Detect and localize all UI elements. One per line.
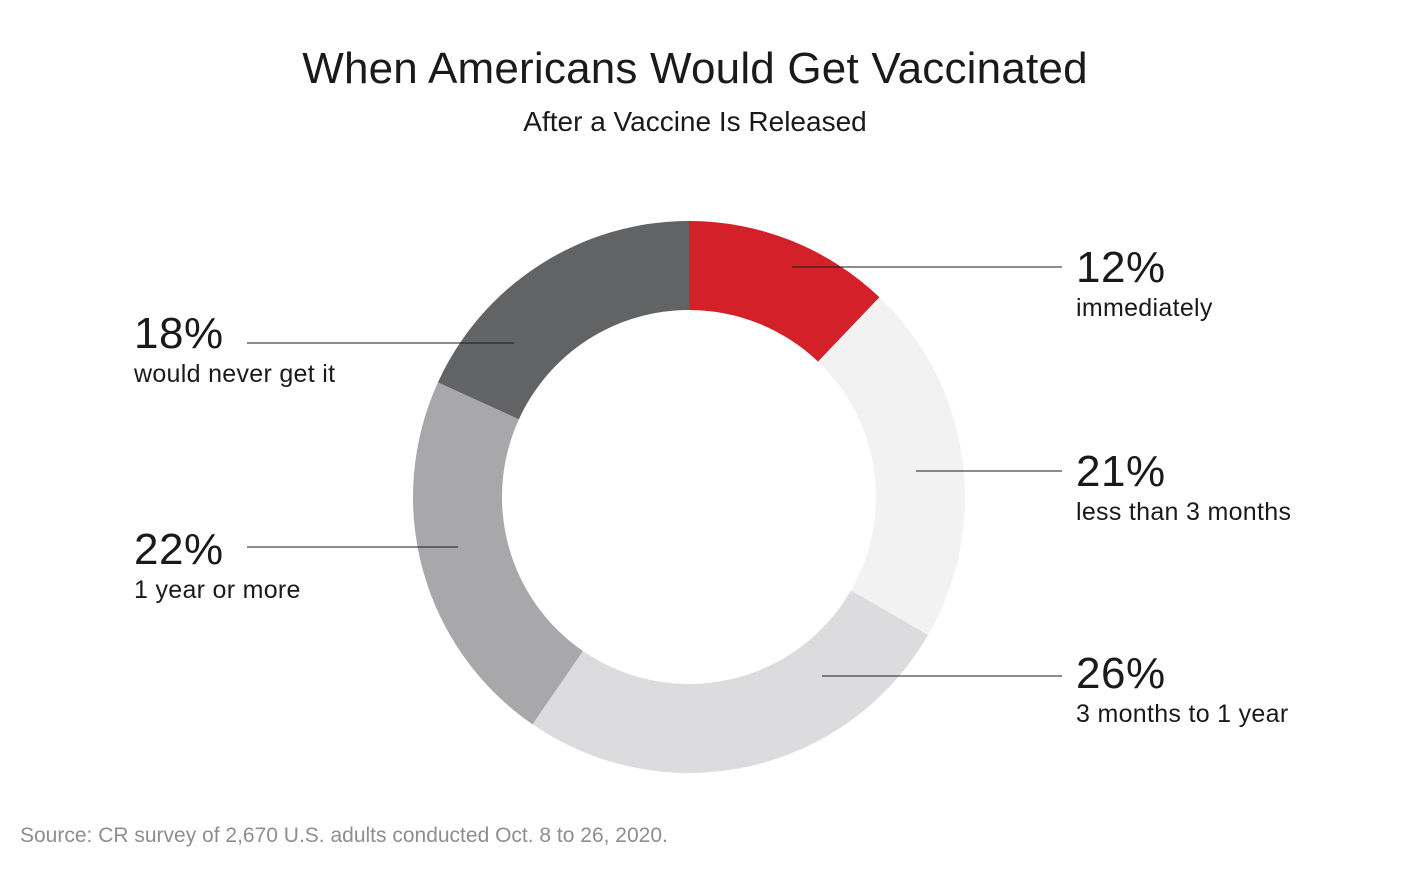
label-3-months-to-1-year: 26% 3 months to 1 year — [1076, 650, 1288, 730]
source-note: Source: CR survey of 2,670 U.S. adults c… — [20, 824, 668, 847]
label-immediately: 12% immediately — [1076, 244, 1213, 324]
leader-lines — [247, 266, 1062, 677]
value-label: 22% — [134, 525, 224, 574]
category-label: 3 months to 1 year — [1076, 700, 1289, 728]
category-label: would never get it — [134, 360, 336, 388]
value-label: 21% — [1076, 447, 1166, 496]
category-label: less than 3 months — [1076, 498, 1292, 526]
label-1-year-or-more: 22% 1 year or more — [134, 526, 301, 606]
donut-slice-1-year-or-more — [413, 382, 583, 725]
category-label: immediately — [1076, 294, 1213, 322]
donut-slice-immediately — [689, 221, 880, 362]
donut-slice-would-never-get-it — [437, 221, 689, 420]
value-label: 12% — [1076, 243, 1166, 292]
label-would-never-get-it: 18% would never get it — [134, 310, 335, 390]
donut-slice-3-months-to-1-year — [532, 590, 929, 773]
donut-slices — [413, 221, 965, 773]
value-label: 26% — [1076, 649, 1166, 698]
value-label: 18% — [134, 309, 224, 358]
label-less-than-3-months: 21% less than 3 months — [1076, 448, 1291, 528]
donut-slice-less-than-3-months — [818, 297, 965, 635]
chart-title: When Americans Would Get Vaccinated — [302, 44, 1088, 93]
chart-subtitle: After a Vaccine Is Released — [523, 106, 867, 137]
category-label: 1 year or more — [134, 576, 301, 604]
